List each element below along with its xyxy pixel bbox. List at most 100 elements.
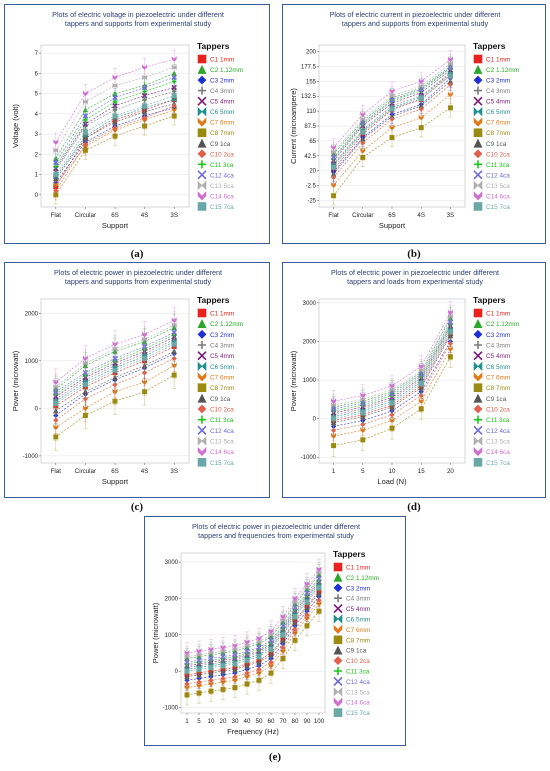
legend-marker <box>333 687 343 697</box>
legend-label: C12 4ca <box>486 172 510 179</box>
x-tick-label: 10 <box>389 468 396 475</box>
panel-a: Plots of electric voltage in piezoelectr… <box>4 4 270 244</box>
x-axis-label: Support <box>102 477 129 486</box>
y-tick-label: 5 <box>35 92 39 98</box>
x-tick-label: 1 <box>332 468 336 475</box>
legend-label: C10 2ca <box>210 151 234 158</box>
x-axis-label: Support <box>379 221 406 230</box>
series-line <box>55 107 175 183</box>
legend-label: C13 5ca <box>486 439 510 446</box>
legend-marker <box>473 308 483 318</box>
legend-title: Tappers <box>473 295 506 305</box>
x-axis-label: Frequency (Hz) <box>227 727 279 736</box>
y-tick-label: -2.5 <box>306 184 317 190</box>
data-point <box>418 367 424 374</box>
y-tick-label: 42.5 <box>304 154 316 160</box>
legend-label: C11 3ca <box>486 417 510 424</box>
data-point <box>304 584 310 591</box>
legend-marker <box>333 697 343 707</box>
data-point <box>141 84 148 91</box>
y-tick-label: 3000 <box>303 301 317 307</box>
legend-marker <box>198 86 206 95</box>
data-point <box>447 309 453 316</box>
data-point <box>418 381 424 387</box>
data-point <box>304 599 310 605</box>
panel-c: Plots of electric power in piezoelectric… <box>4 262 270 498</box>
data-point <box>447 354 453 360</box>
data-point <box>331 144 337 151</box>
data-point <box>53 188 59 194</box>
series-line <box>55 353 175 416</box>
data-point <box>112 398 118 404</box>
x-tick-label: 6S <box>388 212 396 219</box>
chart-title: Plots of electric power in piezoelectric… <box>331 268 499 286</box>
legend-label: C14 6ca <box>486 193 510 200</box>
series-line <box>55 77 175 163</box>
caption-e: (e) <box>268 751 282 763</box>
legend-marker <box>473 393 483 403</box>
x-tick-label: 3S <box>170 468 178 475</box>
legend-label: C1 1mm <box>210 57 234 64</box>
legend-marker <box>197 425 207 435</box>
x-tick-label: 100 <box>314 718 325 725</box>
data-point <box>196 679 202 685</box>
legend-title: Tappers <box>333 549 366 559</box>
legend-marker <box>333 656 343 666</box>
x-tick-label: 6S <box>111 212 119 219</box>
data-point <box>304 612 310 618</box>
y-tick-label: 1000 <box>25 359 39 365</box>
legend-label: C2 1.12mm <box>346 575 379 582</box>
data-point <box>268 659 274 665</box>
data-point <box>171 372 177 378</box>
legend-marker <box>473 54 483 64</box>
legend-label: C12 4ca <box>486 428 510 435</box>
x-tick-label: 5 <box>361 468 365 475</box>
data-point <box>316 585 322 591</box>
legend-marker <box>333 676 343 686</box>
legend-marker <box>334 594 342 603</box>
y-tick-label: 0 <box>175 669 179 675</box>
legend-label: C9 1ca <box>210 396 231 403</box>
legend-label: C3 2mm <box>210 332 234 339</box>
y-axis-label: Power (microwatt) <box>289 350 298 411</box>
y-tick-label: 110 <box>306 109 316 115</box>
legend-marker <box>473 149 483 159</box>
legend-label: C10 2ca <box>346 658 370 665</box>
legend-marker <box>197 404 207 414</box>
legend-marker <box>197 351 207 361</box>
data-point <box>280 613 286 620</box>
legend-marker <box>197 117 207 127</box>
legend-marker <box>197 75 207 85</box>
legend-label: C10 2ca <box>210 407 234 414</box>
legend-marker <box>473 191 483 201</box>
data-point <box>389 88 395 94</box>
data-point <box>389 400 395 406</box>
legend-marker <box>198 160 206 169</box>
data-point <box>196 651 202 658</box>
data-point <box>184 668 190 674</box>
series-line <box>55 115 175 196</box>
legend-marker <box>197 96 207 106</box>
legend-marker <box>333 583 343 593</box>
chart-title-line: Plots of electric power in piezoelectric… <box>192 522 360 531</box>
legend-marker <box>473 318 483 328</box>
series-c14 <box>184 558 322 664</box>
legend-label: C5 4mm <box>210 353 234 360</box>
x-tick-label: 50 <box>256 718 263 725</box>
legend-label: C11 3ca <box>210 162 234 169</box>
y-axis-label: Voltage (volt) <box>11 104 20 148</box>
y-tick-label: 132.5 <box>301 94 317 100</box>
chart-title-line: Plots of electric power in piezoelectric… <box>331 268 499 277</box>
data-point <box>389 92 395 99</box>
caption-c: (c) <box>130 501 144 513</box>
legend-label: C3 2mm <box>486 78 510 85</box>
data-point <box>171 64 177 71</box>
data-point <box>232 674 238 680</box>
series-c15 <box>53 330 177 418</box>
data-point <box>268 646 274 652</box>
legend-marker <box>197 180 207 191</box>
legend-marker <box>473 138 483 148</box>
data-point <box>82 382 88 388</box>
legend-label: C2 1.12mm <box>486 321 519 328</box>
data-point <box>389 425 395 431</box>
